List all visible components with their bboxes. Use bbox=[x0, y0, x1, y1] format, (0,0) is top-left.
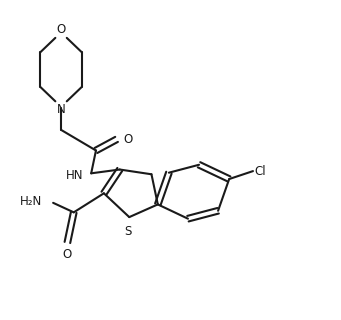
Text: N: N bbox=[57, 103, 65, 116]
Text: Cl: Cl bbox=[255, 164, 266, 178]
Text: O: O bbox=[123, 133, 133, 146]
Text: HN: HN bbox=[66, 169, 83, 182]
Text: O: O bbox=[56, 23, 66, 36]
Text: S: S bbox=[124, 225, 131, 238]
Text: O: O bbox=[63, 248, 72, 261]
Text: H₂N: H₂N bbox=[20, 195, 42, 208]
